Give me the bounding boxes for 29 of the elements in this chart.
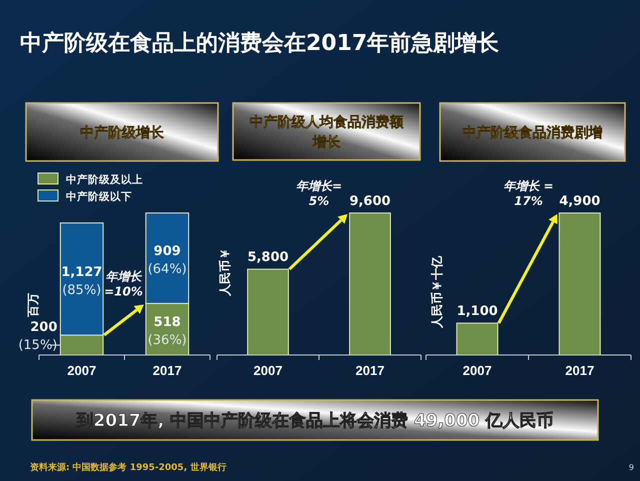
data-label: 909 (64%)	[148, 244, 187, 278]
text: 到2017年, 中国中产阶级在食品上将会消费 49,000 亿人民币	[75, 411, 554, 431]
chart-title: 中产阶级食品消费剧增	[462, 124, 602, 141]
data-label: 1,127 (85%)	[61, 265, 102, 298]
text: 中产阶级在食品上的消费会在2017年前急剧增长	[20, 30, 500, 56]
x-tick-label: 2017	[565, 362, 594, 378]
data-label: 4,900	[559, 194, 600, 209]
chart-title: 中产阶级人均食品消费额增长	[250, 114, 404, 150]
data-label: 200 (15%)	[18, 320, 58, 354]
text: 年增长 = 17%	[503, 179, 554, 208]
x-tick-label: 2017	[356, 362, 384, 378]
x-tick-label: 2007	[254, 362, 282, 378]
text: 9	[628, 463, 634, 472]
x-tick-label: 2017	[152, 362, 182, 378]
chart-title: 中产阶级增长	[80, 124, 165, 141]
data-label: 9,600	[349, 194, 391, 209]
y-axis-title: 人民币￥十亿	[430, 255, 444, 329]
data-label: 1,100	[456, 304, 498, 320]
data-label: 5,800	[247, 250, 289, 266]
x-tick-label: 2007	[462, 362, 492, 378]
data-label: 518 (36%)	[148, 315, 187, 348]
y-axis-title: 人民币￥	[218, 248, 232, 297]
x-tick-label: 2007	[67, 362, 96, 378]
annotation: 年增长 =10%	[104, 269, 143, 298]
y-axis-title: 百万	[26, 293, 40, 318]
legend-label: 中产阶级及以上	[66, 173, 143, 186]
text: 年增长= 5%	[296, 179, 342, 208]
text: 资料来源: 中国数据参考 1995-2005, 世界银行	[30, 462, 226, 473]
legend-label: 中产阶级以下	[66, 190, 132, 203]
